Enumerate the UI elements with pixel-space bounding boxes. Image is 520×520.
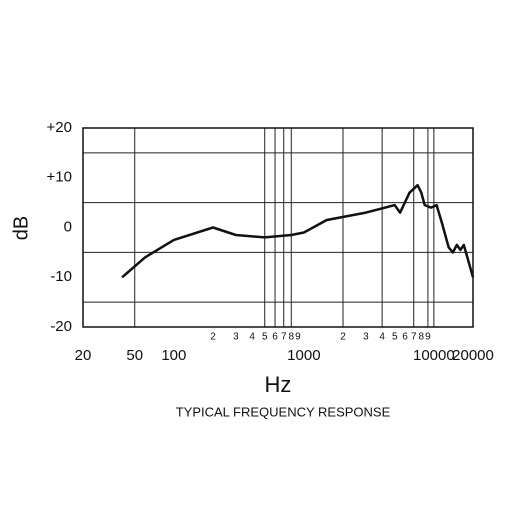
y-tick-label: +20 [47,119,72,136]
x-minor-tick-label: 9 [295,332,301,343]
x-tick-label: 10000 [413,347,455,364]
y-axis-label: dB [10,216,32,240]
x-tick-label: 20 [75,347,92,364]
x-tick-label: 20000 [452,347,494,364]
x-minor-tick-label: 5 [262,332,268,343]
x-axis-label: Hz [265,372,292,397]
x-minor-tick-label: 8 [288,332,294,343]
x-minor-tick-label: 9 [425,332,431,343]
x-tick-label: 100 [161,347,186,364]
x-minor-tick-label: 4 [379,332,385,343]
x-minor-tick-label: 4 [249,332,255,343]
x-minor-tick-label: 2 [210,332,216,343]
x-minor-tick-label: 8 [418,332,424,343]
x-tick-label: 1000 [287,347,320,364]
x-minor-tick-label: 3 [233,332,239,343]
x-minor-tick-label: 6 [272,332,278,343]
x-minor-tick-label: 7 [411,332,417,343]
x-minor-tick-label: 6 [402,332,408,343]
x-minor-tick-label: 2 [340,332,346,343]
y-tick-label: -20 [50,318,72,335]
chart-title: TYPICAL FREQUENCY RESPONSE [176,404,391,419]
y-tick-label: 0 [64,218,72,235]
plot-frame [82,127,474,328]
x-minor-tick-label: 3 [363,332,369,343]
x-minor-tick-label: 7 [281,332,287,343]
y-tick-label: +10 [47,169,72,186]
response-curve [121,183,475,279]
y-tick-label: -10 [50,268,72,285]
x-tick-label: 50 [126,347,143,364]
x-minor-tick-label: 5 [392,332,398,343]
